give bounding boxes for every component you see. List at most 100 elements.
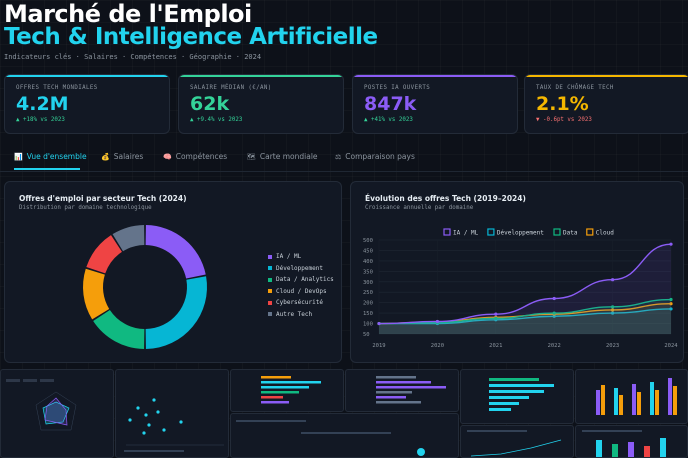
legend-item[interactable]: Développement: [268, 265, 323, 272]
kpi-accent-bar: [525, 75, 688, 77]
data-point[interactable]: [669, 307, 673, 311]
tab-vue-ensemble[interactable]: 📊 Vue d'ensemble: [14, 152, 87, 161]
data-point[interactable]: [669, 302, 673, 306]
kpi-card-offres: OFFRES TECH MONDIALES 4.2M ▲ +18% vs 202…: [4, 74, 170, 134]
hbar-preview: [489, 378, 554, 411]
legend-item[interactable]: Développement: [487, 228, 544, 237]
legend-item[interactable]: Data: [553, 228, 578, 237]
tab-comparaison-pays[interactable]: ⚖ Comparaison pays: [335, 152, 415, 161]
donut-slice[interactable]: [145, 225, 206, 279]
thumbnail-salaires-scatter[interactable]: [115, 369, 229, 458]
hbar-preview: [261, 376, 321, 404]
thumbnail-competences-radar[interactable]: [0, 369, 114, 458]
panel-subtitle: Croissance annuelle par domaine: [365, 205, 474, 211]
kpi-value: 847k: [364, 93, 417, 115]
data-point[interactable]: [611, 305, 615, 309]
legend-swatch: [268, 312, 272, 316]
data-point[interactable]: [494, 316, 498, 320]
series-area: [379, 303, 671, 334]
legend-swatch: [586, 228, 594, 236]
donut-slice[interactable]: [145, 276, 207, 349]
thumbnail-columns-1[interactable]: [575, 369, 688, 424]
kpi-delta: ▼ -0.6pt vs 2023: [536, 117, 592, 123]
y-tick-label: 100: [363, 322, 373, 328]
legend-item[interactable]: Data / Analytics: [268, 276, 334, 283]
panel-title: Évolution des offres Tech (2019–2024): [365, 194, 526, 203]
tab-label: Vue d'ensemble: [26, 152, 87, 161]
tab-label: Compétences: [175, 152, 228, 161]
y-tick-label: 450: [363, 248, 373, 254]
donut-slice[interactable]: [83, 268, 110, 320]
thumbnail-progression[interactable]: [230, 413, 459, 458]
kpi-label: TAUX DE CHÔMAGE TECH: [536, 85, 614, 91]
donut-slice[interactable]: [93, 310, 145, 349]
y-tick-label: 350: [363, 269, 373, 275]
money-bag-icon: 💰: [101, 153, 110, 161]
donut-slice[interactable]: [112, 225, 145, 252]
data-point[interactable]: [669, 297, 673, 302]
data-point[interactable]: [494, 312, 498, 316]
kpi-accent-bar: [5, 75, 169, 77]
x-tick-label: 2020: [431, 343, 444, 349]
legend-label: Autre Tech: [276, 310, 313, 318]
legend-item[interactable]: IA / ML: [268, 253, 301, 260]
data-point[interactable]: [435, 319, 439, 324]
legend-label: Data: [563, 230, 578, 237]
thumbnail-bars-3[interactable]: [460, 369, 574, 424]
legend-item[interactable]: Cybersécurité: [268, 299, 323, 306]
data-point[interactable]: [611, 308, 615, 312]
thumbnail-line-preview[interactable]: [460, 425, 574, 458]
data-point[interactable]: [669, 242, 673, 246]
kpi-label: OFFRES TECH MONDIALES: [16, 85, 98, 91]
tab-carte-mondiale[interactable]: 🗺 Carte mondiale: [247, 152, 318, 161]
kpi-value: 62k: [190, 93, 230, 115]
x-tick-label: 2021: [489, 343, 502, 349]
legend-label: Cloud / DevOps: [276, 287, 327, 295]
active-tab-indicator: [14, 168, 80, 170]
thumbnail-bars-1[interactable]: [230, 369, 344, 412]
legend-label: Cybersécurité: [276, 299, 323, 306]
data-point[interactable]: [611, 278, 615, 282]
line-preview: [467, 430, 562, 457]
series-area: [379, 308, 671, 334]
legend-swatch: [487, 228, 495, 236]
data-point[interactable]: [377, 321, 381, 326]
kpi-value: 2.1%: [536, 93, 589, 115]
thumbnail-columns-2[interactable]: [575, 425, 688, 458]
tab-label: Salaires: [113, 152, 144, 161]
column-preview: [582, 430, 666, 457]
kpi-accent-bar: [179, 75, 343, 77]
y-tick-label: 200: [363, 301, 373, 307]
column-preview: [596, 378, 677, 415]
tab-bar: 📊 Vue d'ensemble 💰 Salaires 🧠 Compétences 🗺…: [0, 146, 688, 172]
legend-item[interactable]: IA / ML: [443, 228, 479, 237]
data-point[interactable]: [611, 311, 615, 315]
tab-salaires[interactable]: 💰 Salaires: [101, 152, 143, 161]
page-title: Marché de l'Emploi: [4, 0, 252, 28]
brain-icon: 🧠: [163, 153, 172, 161]
kpi-label: POSTES IA OUVERTS: [364, 85, 431, 91]
legend-item[interactable]: Cloud: [586, 228, 614, 237]
legend-swatch: [268, 300, 272, 305]
legend-swatch: [268, 266, 272, 270]
tab-label: Carte mondiale: [259, 152, 318, 161]
donut-slice[interactable]: [86, 235, 122, 274]
panel-subtitle: Distribution par domaine technologique: [19, 205, 152, 211]
thumbnail-bars-2[interactable]: [345, 369, 459, 412]
x-tick-label: 2022: [548, 343, 561, 349]
legend-label: IA / ML: [276, 253, 302, 260]
x-tick-label: 2023: [606, 343, 619, 349]
y-tick-label: 150: [363, 311, 373, 317]
data-point[interactable]: [552, 296, 556, 301]
y-tick-label: 400: [363, 259, 373, 265]
kpi-delta: ▲ +9.4% vs 2023: [190, 117, 243, 123]
kpi-card-chomage: TAUX DE CHÔMAGE TECH 2.1% ▼ -0.6pt vs 20…: [524, 74, 688, 134]
map-icon: 🗺: [247, 153, 256, 161]
y-tick-label: 300: [363, 280, 373, 286]
legend-item[interactable]: Autre Tech: [268, 311, 312, 318]
data-point[interactable]: [552, 311, 556, 315]
kpi-accent-bar: [353, 75, 517, 77]
tab-competences[interactable]: 🧠 Compétences: [163, 152, 227, 161]
kpi-value: 4.2M: [16, 93, 69, 115]
legend-item[interactable]: Cloud / DevOps: [268, 288, 327, 295]
